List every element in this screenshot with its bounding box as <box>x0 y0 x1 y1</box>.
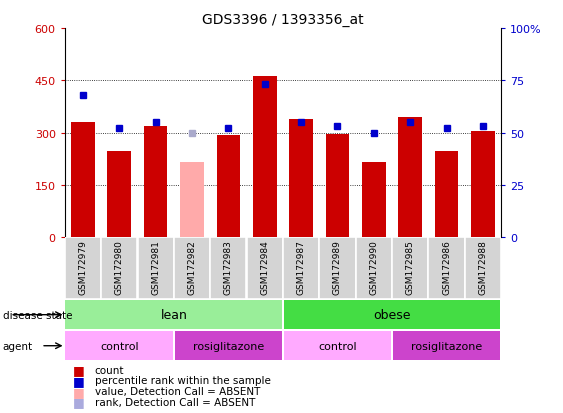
Bar <box>399 118 422 237</box>
Text: obese: obese <box>373 309 411 321</box>
Text: GSM172990: GSM172990 <box>369 239 378 294</box>
FancyBboxPatch shape <box>428 237 464 299</box>
Bar <box>180 163 204 237</box>
Bar <box>217 135 240 237</box>
FancyBboxPatch shape <box>65 237 101 299</box>
Text: GSM172984: GSM172984 <box>260 239 269 294</box>
FancyBboxPatch shape <box>175 332 282 360</box>
Text: count: count <box>95 365 124 375</box>
Bar <box>71 123 95 237</box>
Text: lean: lean <box>160 309 187 321</box>
Text: rosiglitazone: rosiglitazone <box>193 341 264 351</box>
FancyBboxPatch shape <box>284 332 391 360</box>
Text: GSM172979: GSM172979 <box>78 239 87 294</box>
Text: GSM172985: GSM172985 <box>406 239 415 294</box>
Text: GSM172987: GSM172987 <box>297 239 306 294</box>
Text: agent: agent <box>3 341 33 351</box>
Bar <box>435 151 458 237</box>
Title: GDS3396 / 1393356_at: GDS3396 / 1393356_at <box>202 12 364 26</box>
Bar <box>471 132 495 237</box>
FancyBboxPatch shape <box>174 237 210 299</box>
Text: GSM172981: GSM172981 <box>151 239 160 294</box>
Text: ■: ■ <box>73 374 85 387</box>
Bar <box>289 119 313 237</box>
Text: GSM172983: GSM172983 <box>224 239 233 294</box>
FancyBboxPatch shape <box>65 332 173 360</box>
FancyBboxPatch shape <box>247 237 283 299</box>
Text: ■: ■ <box>73 363 85 376</box>
FancyBboxPatch shape <box>393 332 501 360</box>
FancyBboxPatch shape <box>65 301 282 329</box>
Text: GSM172986: GSM172986 <box>442 239 451 294</box>
Text: GSM172980: GSM172980 <box>115 239 124 294</box>
Text: percentile rank within the sample: percentile rank within the sample <box>95 375 270 385</box>
FancyBboxPatch shape <box>465 237 501 299</box>
Text: control: control <box>100 341 138 351</box>
Text: rosiglitazone: rosiglitazone <box>411 341 482 351</box>
Text: disease state: disease state <box>3 310 72 320</box>
FancyBboxPatch shape <box>283 237 319 299</box>
Bar <box>325 134 349 237</box>
FancyBboxPatch shape <box>101 237 137 299</box>
FancyBboxPatch shape <box>392 237 428 299</box>
Text: rank, Detection Call = ABSENT: rank, Detection Call = ABSENT <box>95 397 255 407</box>
Bar <box>362 163 386 237</box>
FancyBboxPatch shape <box>284 301 501 329</box>
FancyBboxPatch shape <box>319 237 355 299</box>
Bar <box>144 127 167 237</box>
Bar <box>253 76 276 237</box>
Text: ■: ■ <box>73 385 85 398</box>
Text: ■: ■ <box>73 395 85 408</box>
FancyBboxPatch shape <box>137 237 174 299</box>
Text: control: control <box>318 341 357 351</box>
Text: GSM172989: GSM172989 <box>333 239 342 294</box>
FancyBboxPatch shape <box>211 237 247 299</box>
Text: value, Detection Call = ABSENT: value, Detection Call = ABSENT <box>95 386 260 396</box>
Bar <box>108 151 131 237</box>
Text: GSM172988: GSM172988 <box>479 239 488 294</box>
FancyBboxPatch shape <box>356 237 392 299</box>
Text: GSM172982: GSM172982 <box>187 239 196 294</box>
